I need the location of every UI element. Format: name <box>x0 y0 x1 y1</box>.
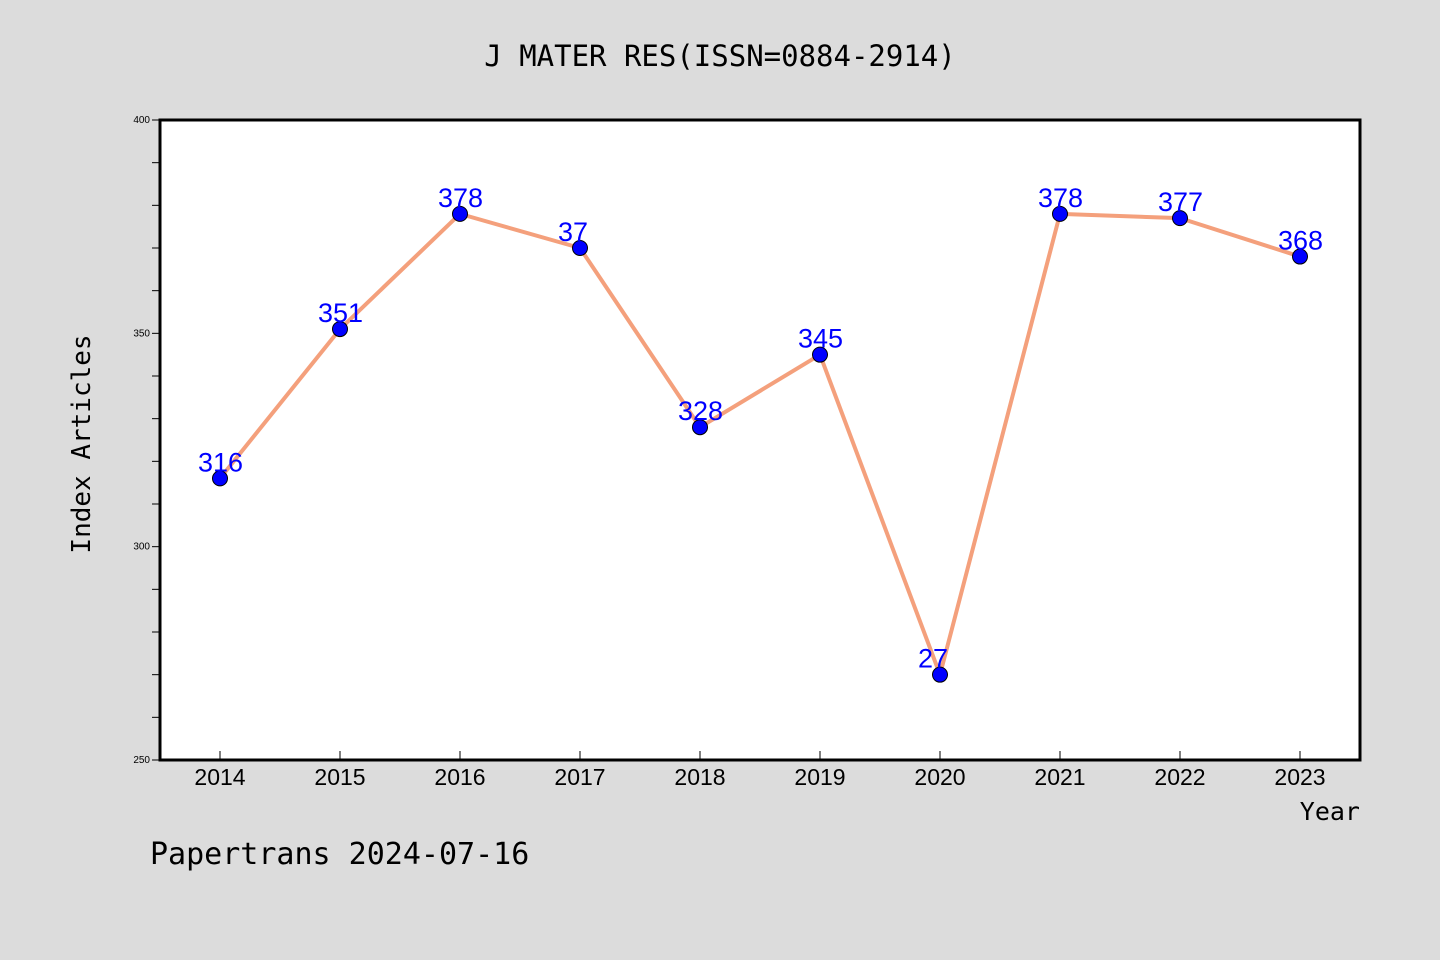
data-point <box>1052 205 1068 222</box>
x-tick-label: 2021 <box>1034 764 1085 790</box>
data-point <box>932 666 948 683</box>
plot-frame <box>158 118 1362 762</box>
data-label: 368 <box>1278 226 1323 256</box>
data-label: 27 <box>918 644 948 674</box>
x-tick-label: 2015 <box>314 764 365 790</box>
series-line <box>218 211 1302 677</box>
x-tick-label: 2016 <box>434 764 485 790</box>
x-tick-labels: 2014 2015 2016 2017 2018 2019 2020 2021 2022 2023 <box>194 764 1325 790</box>
plot-area <box>160 120 1360 760</box>
data-markers <box>212 205 1308 683</box>
data-label: 316 <box>198 447 243 477</box>
y-tick-labels: 250 300 350 400 <box>133 115 150 766</box>
y-tick-label: 250 <box>133 755 150 766</box>
data-label: 378 <box>438 183 483 213</box>
data-point <box>1292 248 1308 265</box>
data-point <box>812 346 828 363</box>
y-axis-label: Index Articles <box>67 334 97 553</box>
data-label: 345 <box>798 324 843 354</box>
x-tick-label: 2022 <box>1154 764 1205 790</box>
y-tick-label: 400 <box>133 115 150 126</box>
y-tick-label: 350 <box>133 328 150 339</box>
footer-credit: Papertrans 2024-07-16 <box>150 837 529 872</box>
data-label: 328 <box>678 396 723 426</box>
x-tick-label: 2023 <box>1274 764 1325 790</box>
data-point <box>332 321 348 338</box>
data-point <box>212 470 228 487</box>
x-tick-label: 2020 <box>914 764 965 790</box>
x-tick-label: 2019 <box>794 764 845 790</box>
data-point <box>1172 210 1188 227</box>
x-axis-label: Year <box>1300 797 1360 826</box>
data-point <box>452 205 468 222</box>
data-point <box>692 419 708 436</box>
data-label: 378 <box>1038 183 1083 213</box>
data-point <box>572 240 588 256</box>
y-tick-label: 300 <box>133 542 150 553</box>
x-tick-label: 2018 <box>674 764 725 790</box>
data-labels: 316 351 378 37 328 345 27 378 377 368 <box>198 183 1323 674</box>
x-tick-label: 2017 <box>554 764 605 790</box>
x-tick-label: 2014 <box>194 764 245 790</box>
data-label: 37 <box>558 217 588 247</box>
chart-title: J MATER RES(ISSN=0884-2914) <box>484 39 955 73</box>
data-label: 351 <box>318 298 363 328</box>
data-label: 377 <box>1158 187 1203 217</box>
